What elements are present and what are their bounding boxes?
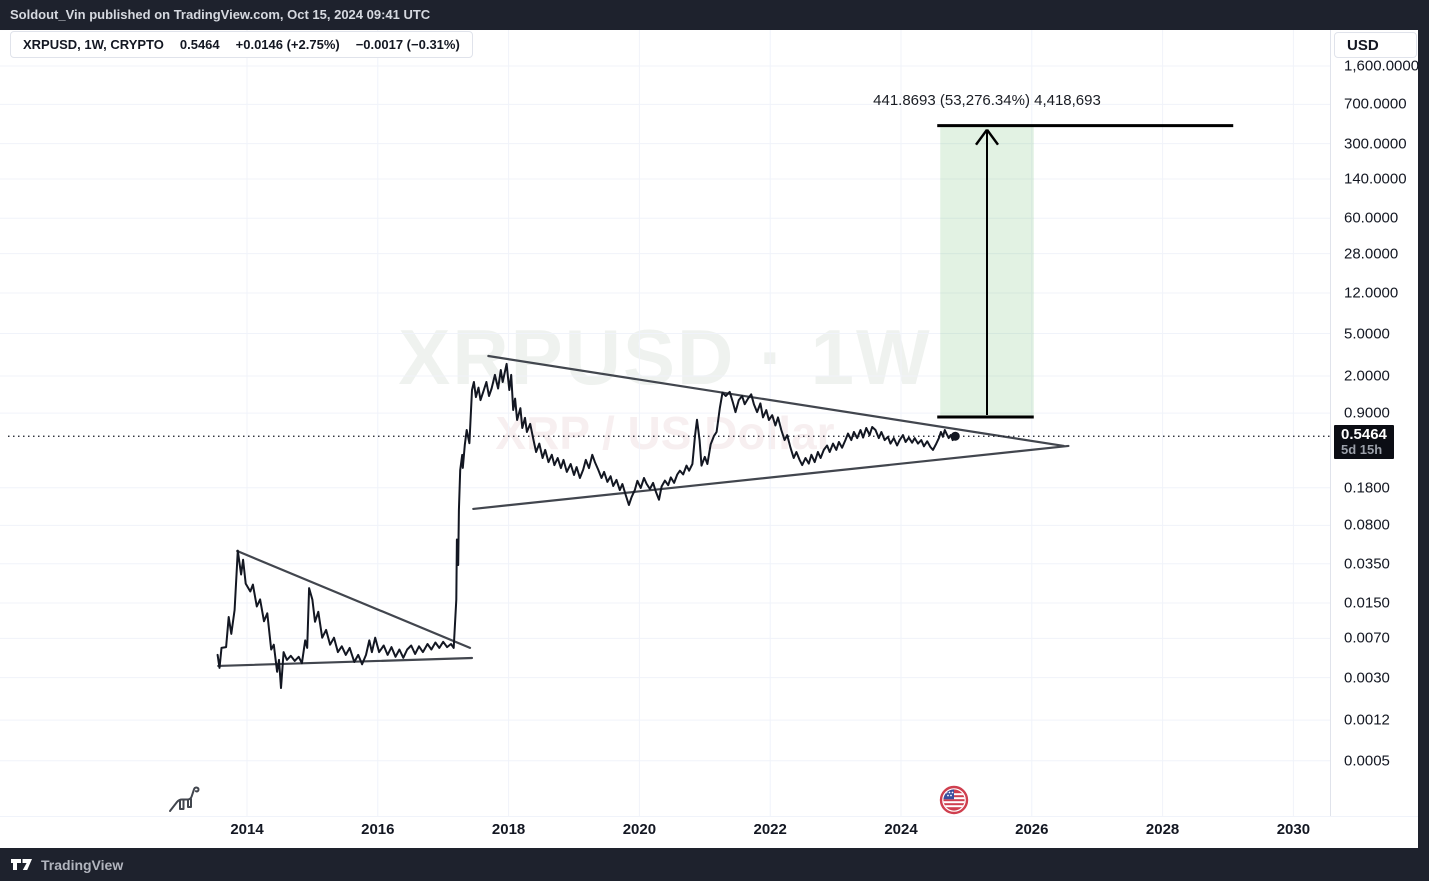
- year-tick-label: 2024: [884, 821, 918, 838]
- price-tick-label: 140.0000: [1344, 170, 1407, 188]
- year-tick-label: 2014: [230, 821, 264, 838]
- us-flag-icon: [939, 785, 969, 815]
- year-tick-label: 2016: [361, 821, 395, 838]
- triangle-2-upper-trendline: [487, 354, 1065, 448]
- long-position-target-label: 441.8693 (53,276.34%) 4,418,693: [873, 91, 1101, 109]
- time-scale-axis[interactable]: 2014 2016 2018 2020 2022 2024 2026 2028 2030: [0, 816, 1418, 848]
- price-tick-label: 0.9000: [1344, 404, 1390, 422]
- triangle-2-lower-trendline: [472, 444, 1070, 511]
- price-tick-label: 60.0000: [1344, 209, 1399, 227]
- price-tick-label: 12.0000: [1344, 284, 1399, 302]
- price-tick-label: 2.0000: [1344, 367, 1390, 385]
- current-price-badge: 0.5464 5d 15h: [1334, 425, 1394, 460]
- price-tick-label: 0.1800: [1344, 479, 1390, 497]
- price-tick-label: 300.0000: [1344, 135, 1407, 153]
- year-tick-label: 2018: [491, 821, 526, 838]
- price-tick-label: 5.0000: [1344, 325, 1390, 343]
- bar-countdown: 5d 15h: [1341, 442, 1383, 458]
- up-arrow-icon: [985, 128, 1000, 146]
- dinosaur-icon: [169, 786, 200, 812]
- symbol-legend[interactable]: XRPUSD, 1W, CRYPTO 0.5464 +0.0146 (+2.75…: [10, 31, 473, 58]
- year-tick-label: 2026: [1015, 821, 1049, 838]
- price-series-path: [216, 362, 957, 689]
- price-tick-label: 0.0150: [1344, 594, 1390, 612]
- price-tick-label: 1,600.0000: [1344, 57, 1420, 75]
- price-tick-label: 0.0800: [1344, 516, 1390, 534]
- tradingview-logo-icon: [11, 859, 32, 870]
- legend-change-primary: +0.0146 (+2.75%): [235, 37, 340, 52]
- publish-info-bar: Soldout_Vin published on TradingView.com…: [0, 0, 1429, 30]
- year-tick-label: 2030: [1276, 821, 1311, 838]
- price-tick-label: 0.0012: [1344, 711, 1390, 729]
- up-arrow-icon: [974, 128, 989, 146]
- publish-info-text: Soldout_Vin published on TradingView.com…: [10, 7, 431, 22]
- triangle-1-lower-trendline: [217, 656, 474, 668]
- brand-name: TradingView: [41, 856, 124, 873]
- price-tick-label: 0.0350: [1344, 555, 1390, 573]
- legend-symbol: XRPUSD, 1W, CRYPTO: [23, 37, 164, 52]
- legend-last-price: 0.5464: [179, 37, 220, 52]
- year-tick-label: 2028: [1145, 821, 1180, 838]
- price-tick-label: 700.0000: [1344, 95, 1407, 113]
- currency-usd-button[interactable]: USD: [1334, 32, 1417, 58]
- year-tick-label: 2020: [622, 821, 657, 838]
- price-tick-label: 28.0000: [1344, 245, 1399, 263]
- triangle-1-upper-trendline: [236, 549, 472, 649]
- year-tick-label: 2022: [753, 821, 787, 838]
- price-tick-label: 0.0030: [1344, 669, 1390, 687]
- price-tick-label: 0.0005: [1344, 752, 1390, 770]
- price-scale-axis[interactable]: 1,600.0000 700.0000 300.0000 140.0000 60.000…: [1330, 30, 1420, 816]
- currency-label: USD: [1347, 36, 1379, 54]
- current-price-value: 0.5464: [1341, 426, 1387, 444]
- footer-brand-bar[interactable]: TradingView: [0, 848, 1429, 881]
- series-end-dot: [950, 431, 960, 441]
- chart-panel[interactable]: [0, 30, 1418, 848]
- legend-change-secondary: −0.0017 (−0.31%): [355, 37, 460, 52]
- price-tick-label: 0.0070: [1344, 629, 1390, 647]
